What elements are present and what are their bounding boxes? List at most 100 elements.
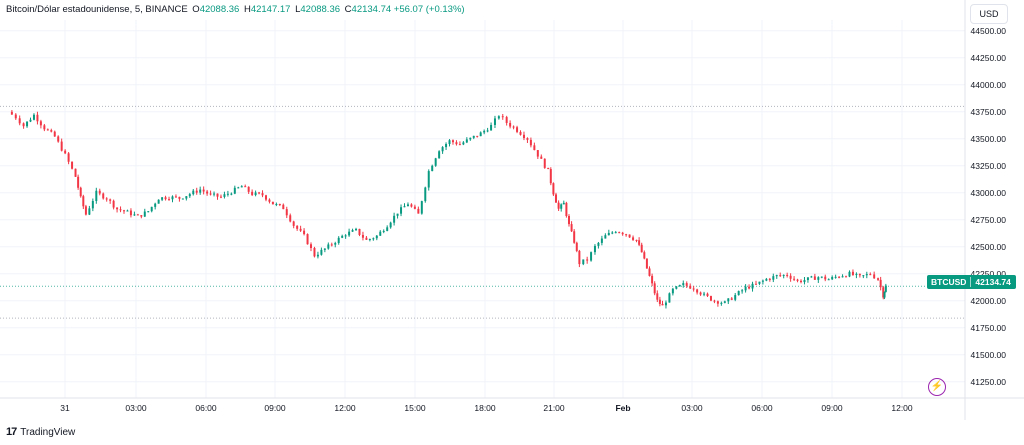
candle-body — [403, 206, 406, 208]
candle-body — [689, 285, 692, 289]
candle-body — [628, 234, 631, 238]
candle-body — [800, 280, 803, 283]
tradingview-logo[interactable]: 17 TradingView — [6, 426, 75, 438]
candle-body — [119, 209, 122, 211]
y-tick-label: 42500.00 — [971, 242, 1007, 252]
candle-body — [46, 129, 49, 131]
chart-header: Bitcoin/Dólar estadounidense, 5, BINANCE… — [6, 4, 465, 15]
candle-body — [126, 210, 129, 212]
candle-body — [361, 234, 364, 238]
x-tick-label: 09:00 — [821, 403, 843, 413]
candle-body — [651, 275, 654, 284]
candle-body — [682, 283, 685, 286]
candle-body — [862, 275, 865, 277]
y-tick-label: 41750.00 — [971, 323, 1007, 333]
candle-body — [296, 225, 299, 229]
y-tick-label: 43000.00 — [971, 188, 1007, 198]
y-tick-label: 42000.00 — [971, 296, 1007, 306]
candle-body — [154, 203, 157, 207]
candle-body — [178, 196, 181, 199]
candle-body — [424, 187, 427, 202]
candle-body — [567, 215, 570, 225]
candle-body — [185, 196, 188, 199]
candle-body — [618, 232, 621, 234]
close-label: C — [344, 4, 352, 15]
candle-body — [406, 204, 409, 207]
candle-body — [330, 244, 333, 246]
x-tick-label: Feb — [615, 403, 630, 413]
candle-body — [803, 280, 806, 283]
candle-body — [640, 244, 643, 253]
candle-body — [337, 237, 340, 244]
candle-body — [675, 286, 678, 289]
candle-body — [578, 250, 581, 265]
candle-body — [237, 187, 240, 189]
candle-body — [29, 119, 32, 122]
candle-body — [396, 213, 399, 216]
candle-body — [109, 199, 112, 201]
x-tick-label: 15:00 — [404, 403, 426, 413]
y-tick-label: 43750.00 — [971, 107, 1007, 117]
candle-body — [838, 276, 841, 278]
candle-body — [469, 137, 472, 140]
candle-body — [247, 186, 250, 192]
candle-body — [386, 227, 389, 231]
candle-body — [855, 273, 858, 275]
candle-body — [754, 283, 757, 285]
lightning-icon[interactable]: ⚡ — [928, 378, 946, 396]
candle-body — [497, 116, 500, 119]
candle-body — [653, 283, 656, 294]
change-value: +56.07 (+0.13%) — [393, 4, 465, 15]
x-tick-label: 03:00 — [681, 403, 703, 413]
candle-body — [171, 196, 174, 200]
candle-body — [744, 286, 747, 291]
currency-button[interactable]: USD — [970, 4, 1008, 24]
candle-body — [543, 158, 546, 168]
candle-body — [664, 302, 667, 306]
candle-body — [831, 276, 834, 280]
candle-body — [678, 285, 681, 287]
candle-body — [817, 277, 820, 280]
candle-body — [661, 303, 664, 306]
tradingview-logo-mark: 17 — [6, 426, 17, 438]
candle-body — [264, 195, 267, 200]
candle-body — [741, 290, 744, 292]
candle-body — [39, 121, 42, 126]
candle-body — [699, 292, 702, 295]
candle-body — [455, 142, 458, 145]
candle-body — [413, 206, 416, 209]
candle-body — [779, 275, 782, 277]
candle-body — [540, 156, 543, 159]
last-price-tag: BTCUSD 42134.74 — [927, 275, 1016, 289]
candle-body — [841, 276, 844, 278]
high-label: H — [243, 4, 251, 15]
candle-body — [143, 211, 146, 217]
x-tick-label: 06:00 — [195, 403, 217, 413]
candle-body — [582, 259, 585, 265]
candle-body — [233, 187, 236, 194]
candle-body — [727, 298, 730, 302]
candle-body — [858, 273, 861, 276]
candle-body — [22, 123, 25, 127]
candle-body — [254, 192, 257, 196]
candle-body — [486, 130, 489, 132]
candle-body — [88, 208, 91, 215]
candle-body — [278, 203, 281, 205]
candle-body — [465, 139, 468, 143]
candle-body — [748, 286, 751, 289]
close-value: 42134.74 — [351, 4, 392, 15]
candle-body — [174, 196, 177, 198]
candle-body — [493, 118, 496, 125]
low-label: L — [295, 4, 301, 15]
candle-body — [547, 167, 550, 170]
candle-body — [621, 232, 624, 235]
candle-body — [519, 131, 522, 135]
candle-body — [285, 209, 288, 216]
candle-body — [140, 215, 143, 217]
candle-body — [533, 145, 536, 151]
candle-body — [133, 214, 136, 216]
x-tick-label: 06:00 — [751, 403, 773, 413]
candle-body — [216, 193, 219, 197]
candle-body — [671, 288, 674, 294]
